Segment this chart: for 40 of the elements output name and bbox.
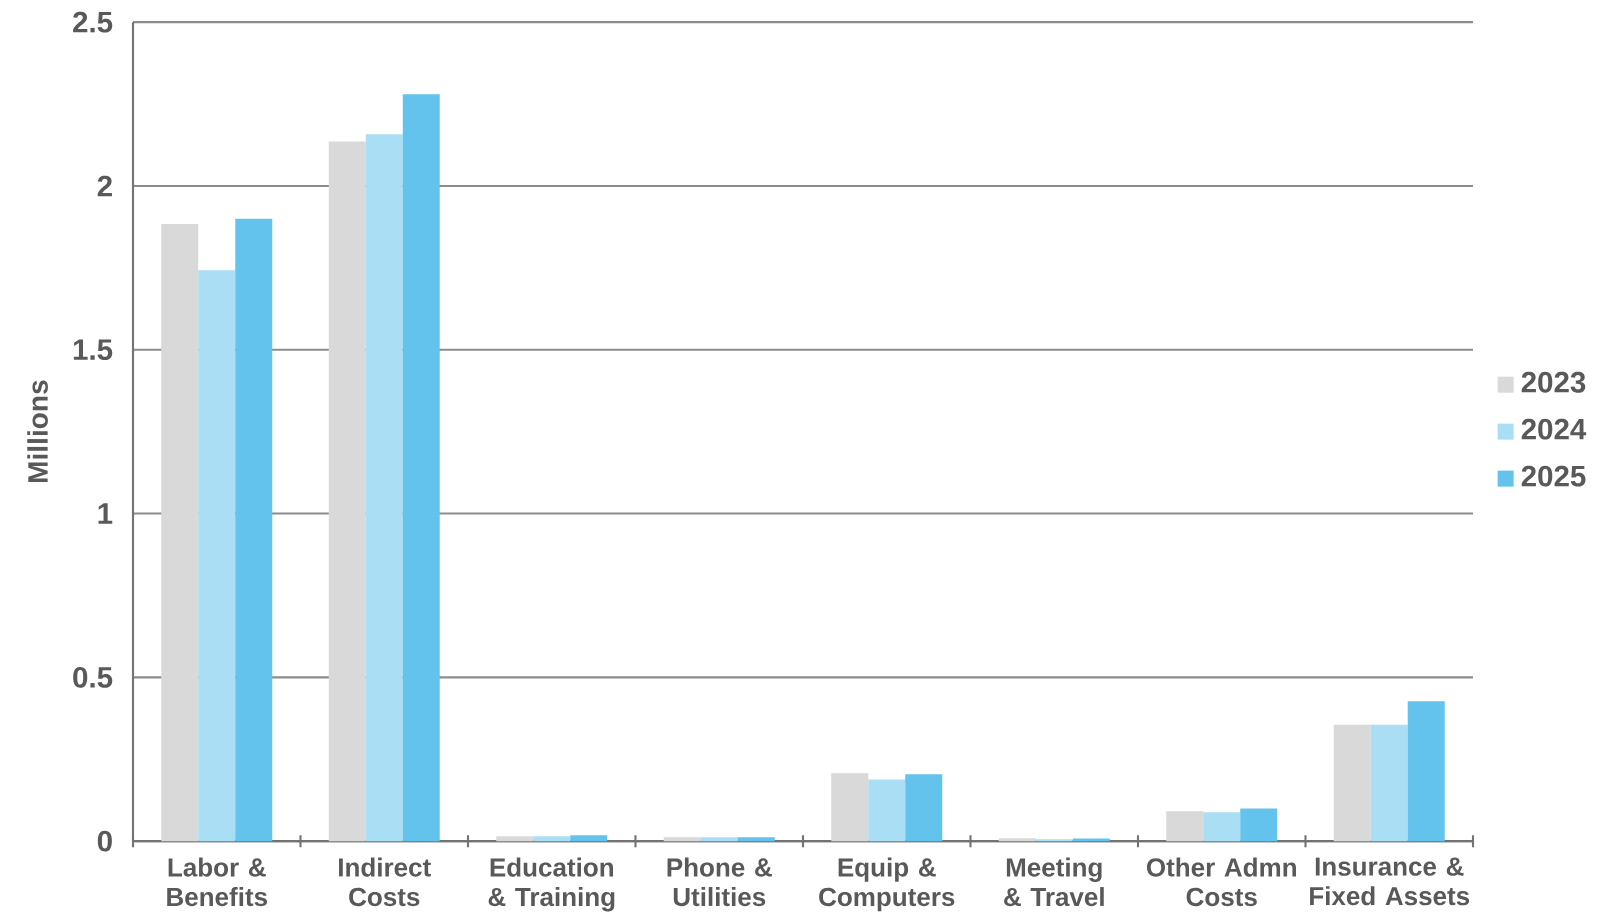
x-tick-label: Education & Training [488, 857, 615, 912]
bar [235, 218, 273, 842]
bar [868, 779, 906, 842]
bar [1203, 812, 1241, 842]
bar [905, 774, 943, 842]
x-tick-label: Insurance & Fixed Assets [1310, 857, 1470, 906]
bar [700, 837, 738, 842]
x-tick-label: Indirect Costs [339, 857, 431, 907]
bar [1240, 808, 1278, 842]
bar [1407, 701, 1445, 842]
bar [831, 773, 869, 842]
bar [570, 835, 608, 842]
y-tick-label: 0 [97, 830, 112, 852]
x-tick-label: Labor & Benefits [167, 857, 267, 907]
y-tick-label: 0.5 [73, 666, 113, 688]
y-tick-label: 2 [97, 175, 112, 197]
bar [402, 94, 440, 842]
bar [663, 837, 701, 842]
bar [328, 141, 366, 842]
x-tick-label: Other Admn Costs [1146, 857, 1296, 907]
x-tick-label: Equip & Computers [819, 857, 955, 912]
bar [1333, 724, 1371, 842]
legend-label: 2024 [1521, 418, 1587, 440]
bar [365, 134, 403, 842]
bar [737, 837, 775, 842]
bar [496, 836, 534, 842]
y-tick-label: 2.5 [73, 11, 113, 33]
x-tick-label: Meeting & Travel [1004, 857, 1104, 907]
legend-label: 2025 [1521, 465, 1586, 487]
bar [161, 223, 199, 842]
bar [1370, 724, 1408, 842]
bar [998, 838, 1036, 842]
legend-label: 2023 [1521, 371, 1586, 393]
bar [198, 270, 236, 842]
y-tick-label: 1 [98, 503, 113, 524]
x-tick-label: Phone & Utilities [667, 857, 772, 907]
y-axis-title: Millions [27, 380, 48, 483]
bar [1166, 811, 1204, 842]
bar [533, 836, 571, 842]
y-tick-label: 1.5 [73, 339, 113, 360]
